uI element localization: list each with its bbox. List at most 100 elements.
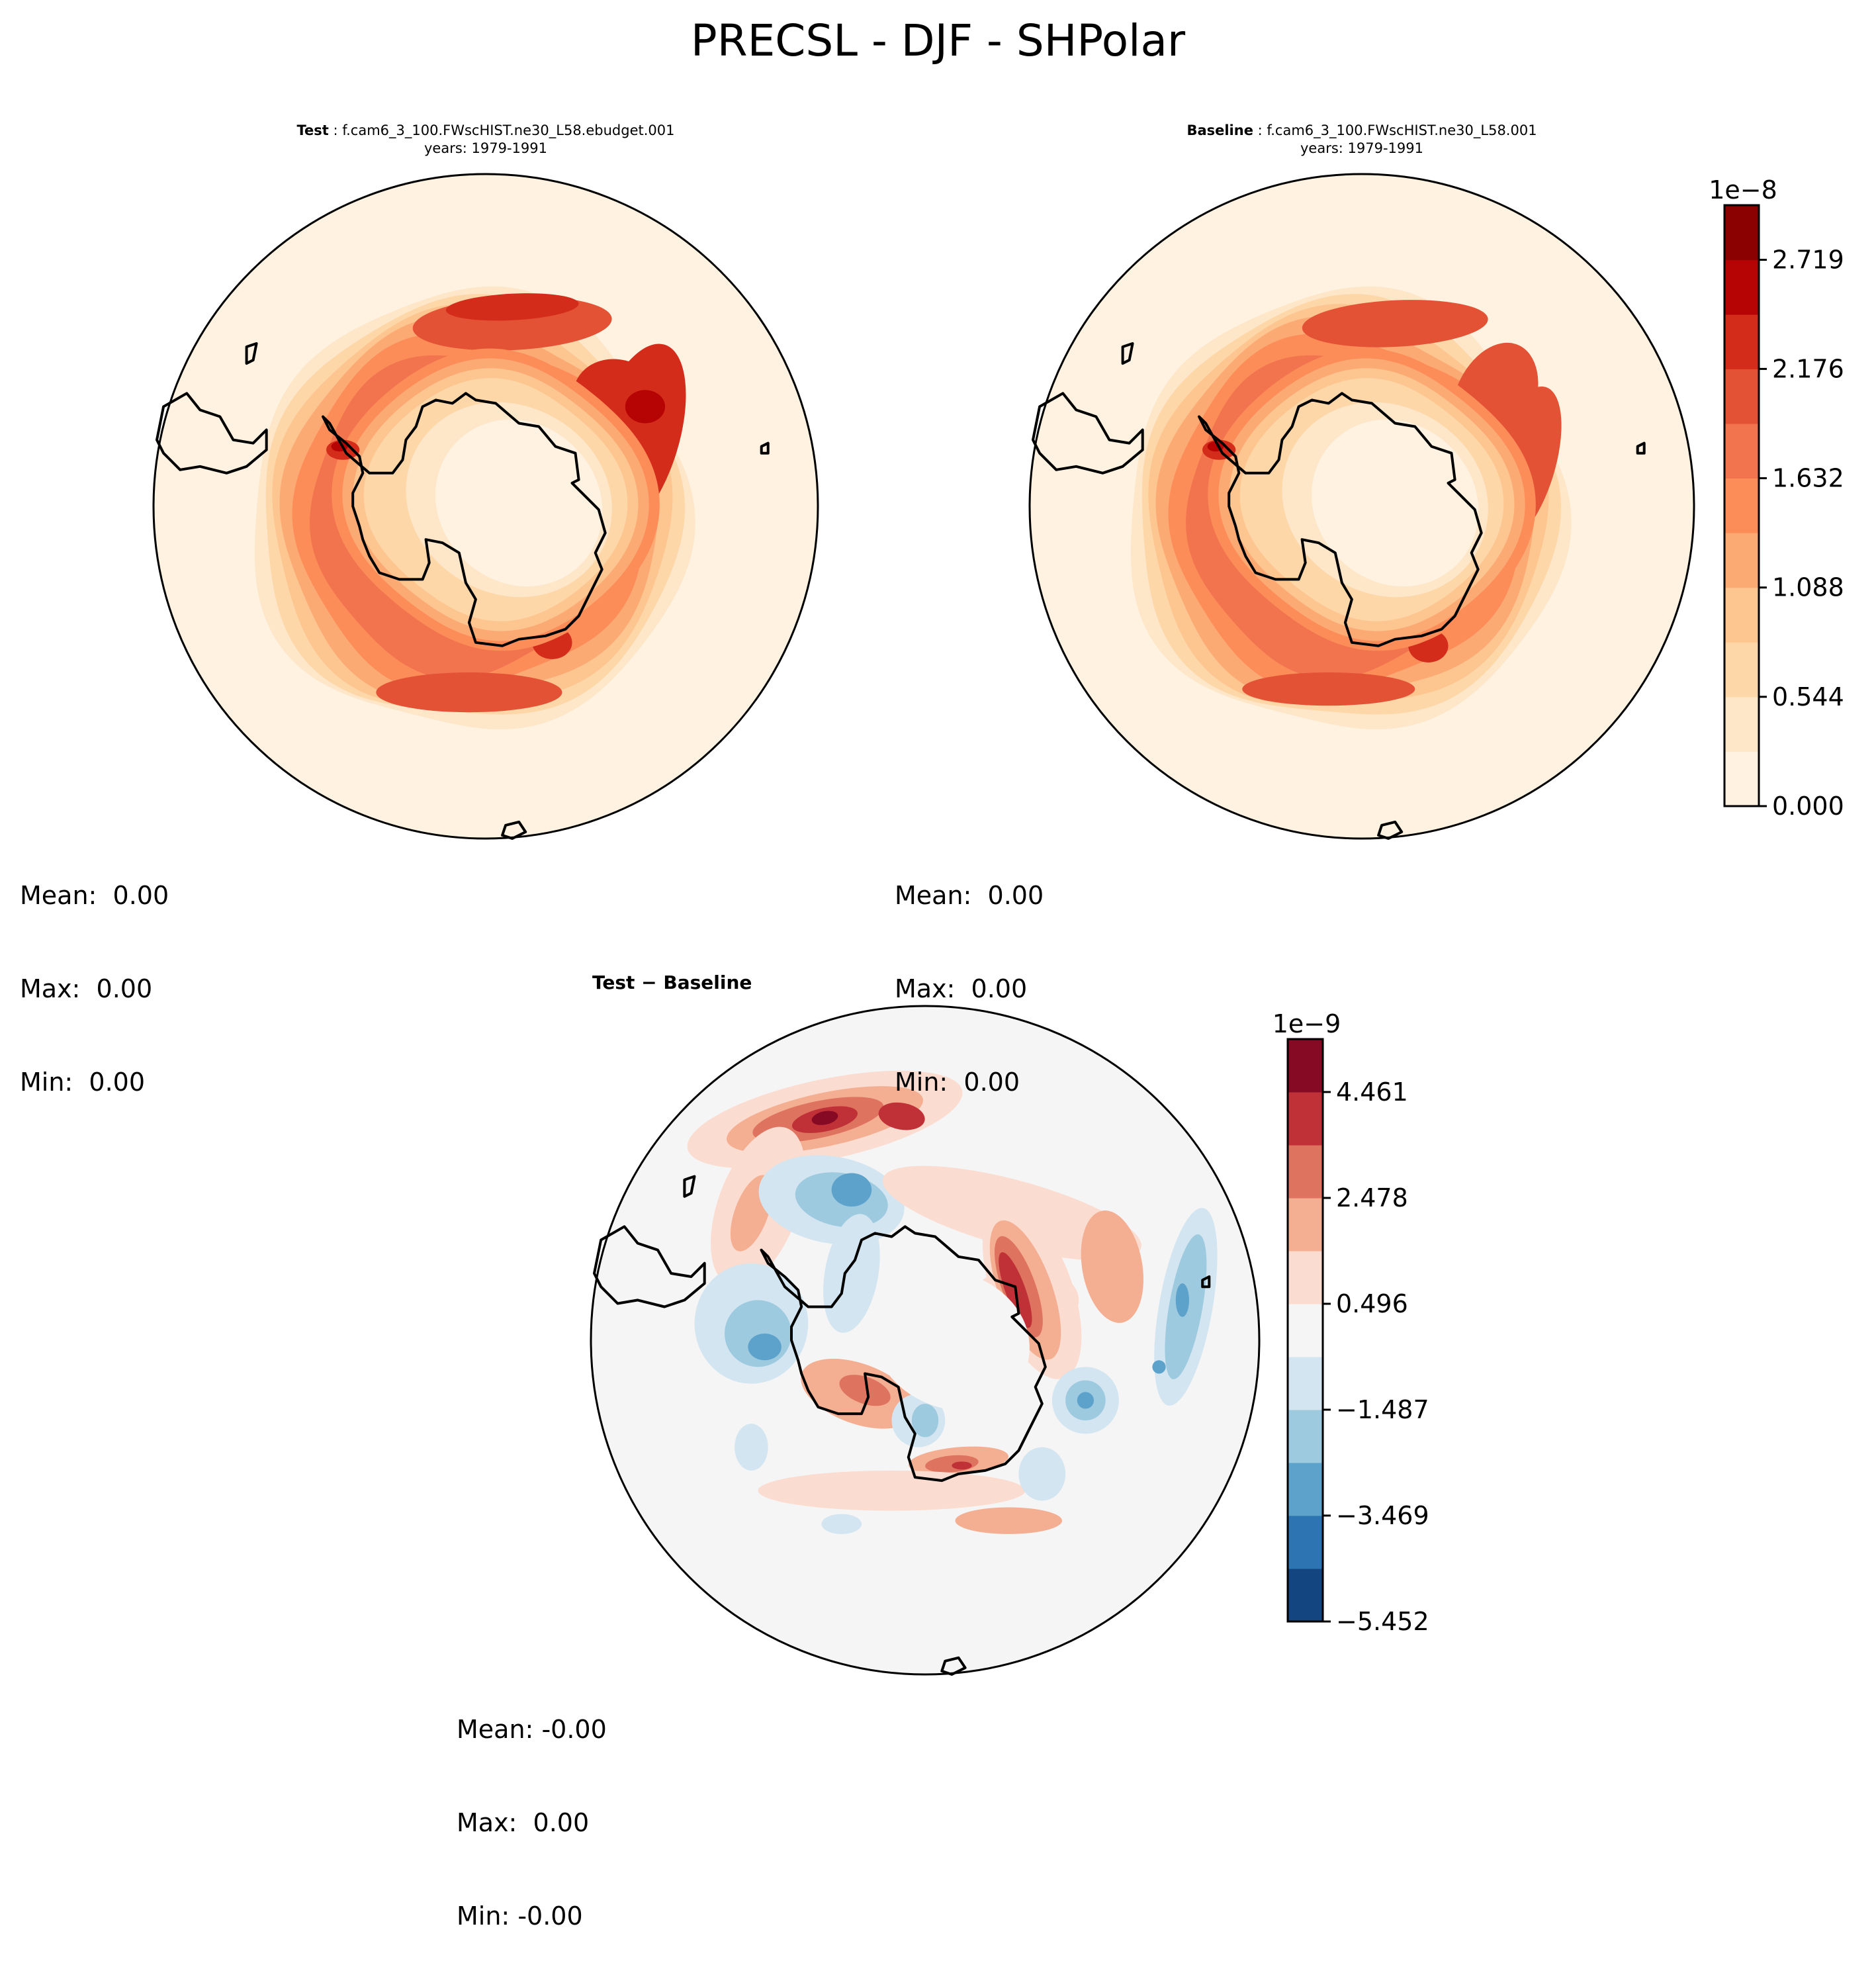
diff-south-america-coastline (593, 1225, 706, 1308)
baseline-contour-level (1312, 419, 1479, 587)
test-mean-label: Mean: (20, 881, 97, 910)
test-max-value: 0.00 (96, 974, 153, 1003)
diff-max-label: Max: (457, 1808, 517, 1837)
baseline-min-value: 0.00 (963, 1068, 1020, 1097)
baseline-case-name: : f.cam6_3_100.FWscHIST.ne30_L58.001 (1253, 122, 1537, 138)
figure-title: PRECSL - DJF - SHPolar (690, 15, 1186, 66)
test-contour-level (445, 293, 579, 321)
diff-panel-title: Test − Baseline (592, 972, 752, 993)
baseline-island-coastline (1636, 441, 1646, 455)
precip-colorbar-bin (1724, 423, 1759, 479)
diff-colorbar-tick-label: −5.452 (1336, 1607, 1429, 1636)
diff-contour-level (748, 1333, 782, 1361)
diff-contour-level (873, 1269, 1030, 1411)
precip-colorbar-bin (1724, 696, 1759, 752)
diff-contour-level (911, 1403, 939, 1438)
diff-colorbar-tick-label: −3.469 (1336, 1501, 1429, 1530)
test-contour-level (625, 390, 666, 424)
diff-colorbar-tick-label: 4.461 (1336, 1077, 1408, 1107)
precip-colorbar-bin (1724, 587, 1759, 643)
precip-colorbar-tick-label: 2.719 (1772, 246, 1844, 275)
baseline-mean-value: 0.00 (987, 881, 1044, 910)
diff-max-value: 0.00 (525, 1808, 590, 1837)
diff-contour-level (758, 1470, 1026, 1511)
baseline-contours (1028, 173, 1695, 840)
baseline-title-label: Baseline (1186, 122, 1253, 138)
precip-colorbar-bin (1724, 642, 1759, 698)
test-min-label: Min: (20, 1068, 73, 1097)
diff-contour-level (1081, 1210, 1143, 1323)
diff-map-boundary (590, 1005, 1261, 1676)
baseline-years: years: 1979-1991 (1300, 140, 1423, 156)
diff-colorbar-frame (1286, 1038, 1324, 1623)
baseline-max-value: 0.00 (971, 974, 1028, 1003)
test-years: years: 1979-1991 (424, 140, 547, 156)
precip-colorbar-bin (1724, 314, 1759, 369)
diff-min-value: -0.00 (517, 1901, 583, 1931)
diff-contour-level (955, 1507, 1063, 1534)
precip-colorbar-bin (1724, 478, 1759, 533)
diff-colorbar-tick-label: 2.478 (1336, 1183, 1408, 1212)
diff-colorbar-bin (1288, 1039, 1323, 1093)
test-min-value: 0.00 (89, 1068, 146, 1097)
test-contour-level (435, 419, 603, 587)
baseline-island-coastline (1377, 820, 1404, 840)
baseline-min-label: Min: (895, 1068, 948, 1097)
diff-contour-level (821, 1514, 862, 1534)
diff-contours (590, 1005, 1261, 1676)
test-panel-title: Test : f.cam6_3_100.FWscHIST.ne30_L58.eb… (221, 122, 750, 158)
diff-colorbar-bin (1288, 1198, 1323, 1252)
diff-island-coastline (1201, 1275, 1211, 1289)
precip-colorbar-bin (1724, 533, 1759, 588)
precip-colorbar-tick-label: 2.176 (1772, 354, 1844, 383)
diff-colorbar-bin (1288, 1091, 1323, 1146)
baseline-contour-level (1302, 300, 1488, 347)
baseline-mean-label: Mean: (895, 881, 972, 910)
baseline-max-label: Max: (895, 974, 956, 1003)
diff-contour-level (823, 1214, 880, 1333)
diff-island-coastline (683, 1175, 696, 1198)
test-contours (152, 173, 819, 840)
test-mean-value: 0.00 (112, 881, 169, 910)
diff-colorbar-bin (1288, 1569, 1323, 1622)
diff-colorbar-tick-label: −1.487 (1336, 1395, 1429, 1424)
diff-min-label: Min: (457, 1901, 510, 1931)
test-title-label: Test (296, 122, 329, 138)
diff-contour-level (831, 1173, 872, 1207)
test-antarctica-coastline (322, 392, 607, 647)
precip-colorbar-bin (1724, 259, 1759, 315)
precip-colorbar-tick-label: 1.088 (1772, 573, 1844, 602)
test-island-coastline (760, 441, 770, 455)
diff-colorbar-bin (1288, 1515, 1323, 1569)
diff-stats: Mean: -0.00 Max: 0.00 Min: -0.00 (457, 1652, 607, 1963)
diff-contour-level (1018, 1447, 1066, 1501)
diff-colorbar-bin (1288, 1145, 1323, 1199)
precip-colorbar-frame (1723, 204, 1760, 807)
baseline-contour-level (1242, 672, 1415, 706)
diff-colorbar-bin (1288, 1410, 1323, 1463)
baseline-stats: Mean: 0.00 Max: 0.00 Min: 0.00 (895, 818, 1044, 1129)
diff-contour-level (878, 1102, 925, 1130)
test-max-label: Max: (20, 974, 81, 1003)
precip-colorbar-tick-label: 0.000 (1772, 792, 1844, 821)
diff-contour-level (952, 1461, 972, 1470)
diff-contour-level (1077, 1392, 1094, 1409)
precip-colorbar-bin (1724, 205, 1759, 261)
baseline-south-america-coastline (1032, 392, 1144, 475)
test-stats: Mean: 0.00 Max: 0.00 Min: 0.00 (20, 818, 169, 1129)
test-island-coastline (245, 342, 258, 365)
diff-colorbar: −5.452 −3.469 −1.487 0.496 2.478 4.461 1e−9 (1273, 1009, 1429, 1636)
diff-contour-level (1175, 1283, 1189, 1317)
baseline-map-boundary (1028, 173, 1695, 840)
diff-colorbar-exponent: 1e−9 (1273, 1009, 1341, 1038)
diff-colorbar-tick-label: 0.496 (1336, 1289, 1408, 1318)
test-south-america-coastline (156, 392, 268, 475)
diff-contour-level (735, 1424, 768, 1471)
diff-mean-label: Mean: (457, 1715, 534, 1744)
test-map: 0.000 0.544 1.088 1.632 2.176 2.719 1e−8 −5.452… (152, 173, 1844, 1676)
diff-contour-level (1152, 1360, 1166, 1374)
diff-mean-value: -0.00 (541, 1715, 607, 1744)
precip-colorbar-tick-label: 0.544 (1772, 682, 1844, 711)
diff-contour-level (811, 1111, 838, 1125)
diff-colorbar-bin (1288, 1303, 1323, 1357)
